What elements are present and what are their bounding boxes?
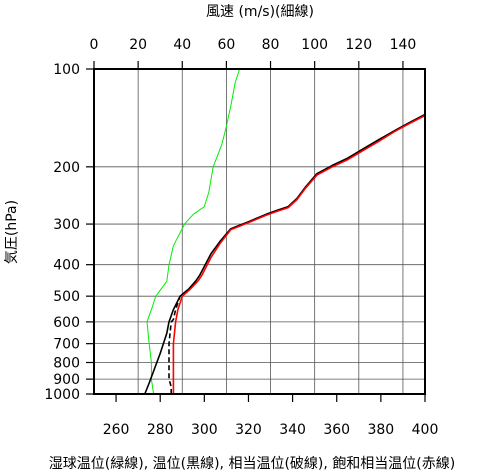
- y-tick-label: 600: [53, 315, 80, 331]
- bottom-tick-label: 280: [147, 422, 174, 438]
- top-tick-label: 60: [217, 37, 235, 53]
- top-tick-label: 80: [262, 37, 280, 53]
- y-tick-label: 700: [53, 337, 80, 353]
- y-tick-label: 200: [53, 160, 80, 176]
- top-axis-title: 風速 (m/s)(細線): [206, 4, 314, 20]
- bottom-tick-label: 360: [323, 422, 350, 438]
- y-tick-label: 300: [53, 217, 80, 233]
- y-tick-label: 800: [53, 356, 80, 372]
- bottom-tick-label: 400: [412, 422, 439, 438]
- top-tick-label: 0: [90, 37, 99, 53]
- y-tick-label: 1000: [44, 387, 80, 403]
- grid: [93, 68, 425, 395]
- y-tick-label: 900: [53, 372, 80, 388]
- equivalent-potential-temperature-line: [168, 280, 197, 394]
- y-tick-label: 500: [53, 289, 80, 305]
- top-tick-label: 140: [390, 37, 417, 53]
- bottom-axis-title: 湿球温位(緑線), 温位(黒線), 相当温位(破線), 飽和相当温位(赤線): [49, 455, 455, 472]
- top-tick-label: 20: [129, 37, 147, 53]
- bottom-tick-label: 320: [235, 422, 262, 438]
- y-tick-label: 100: [53, 62, 80, 78]
- bottom-tick-label: 340: [279, 422, 306, 438]
- potential-temperature-line: [144, 113, 426, 395]
- y-axis-title: 気圧(hPa): [4, 200, 20, 264]
- plot-frame: [93, 68, 426, 395]
- bottom-tick-label: 260: [103, 422, 130, 438]
- y-tick-label: 400: [53, 258, 80, 274]
- top-tick-label: 40: [173, 37, 191, 53]
- bottom-tick-label: 300: [191, 422, 218, 438]
- saturated-equivalent-potential-temperature-line: [172, 114, 426, 394]
- top-tick-label: 120: [345, 37, 372, 53]
- top-tick-label: 100: [301, 37, 328, 53]
- series-group: [144, 68, 426, 395]
- bottom-tick-label: 380: [367, 422, 394, 438]
- wind-speed-line: [146, 68, 241, 395]
